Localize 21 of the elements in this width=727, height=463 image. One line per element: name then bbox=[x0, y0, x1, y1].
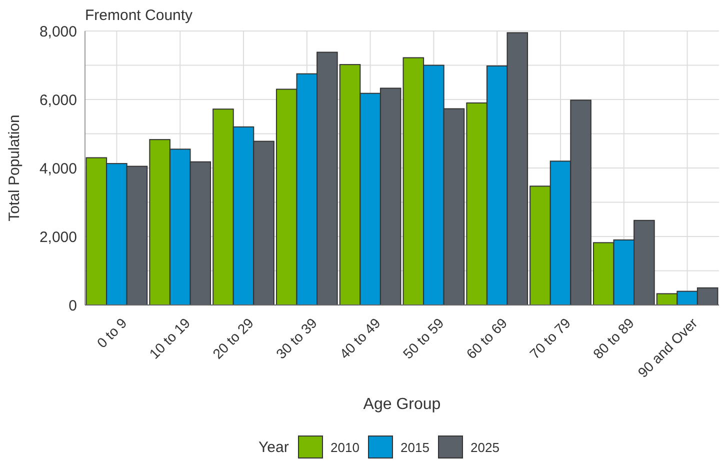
legend-title: Year bbox=[258, 439, 289, 456]
x-axis-title: Age Group bbox=[363, 396, 441, 413]
y-tick-label: 2,000 bbox=[39, 228, 77, 246]
y-axis-title: Total Population bbox=[6, 114, 23, 222]
x-tick-label: 0 to 9 bbox=[94, 314, 130, 351]
x-tick-label: 40 to 49 bbox=[336, 314, 384, 362]
x-tick-label: 80 to 89 bbox=[590, 314, 638, 362]
x-tick-label: 50 to 59 bbox=[400, 314, 447, 362]
legend-label: 2015 bbox=[400, 440, 430, 455]
legend-label: 2010 bbox=[330, 440, 360, 455]
y-tick-label: 8,000 bbox=[39, 23, 77, 40]
x-tick-label: 60 to 69 bbox=[463, 314, 510, 362]
x-tick-label: 70 to 79 bbox=[526, 314, 574, 362]
x-tick-label: 20 to 29 bbox=[209, 314, 257, 362]
x-tick-label: 10 to 19 bbox=[146, 314, 194, 362]
x-tick-label: 30 to 39 bbox=[272, 314, 320, 362]
y-tick-label: 6,000 bbox=[39, 92, 77, 109]
chart-title: Fremont County bbox=[85, 7, 194, 24]
y-tick-label: 0 bbox=[68, 297, 77, 314]
y-tick-label: 4,000 bbox=[39, 160, 77, 178]
legend-label: 2025 bbox=[470, 440, 500, 455]
